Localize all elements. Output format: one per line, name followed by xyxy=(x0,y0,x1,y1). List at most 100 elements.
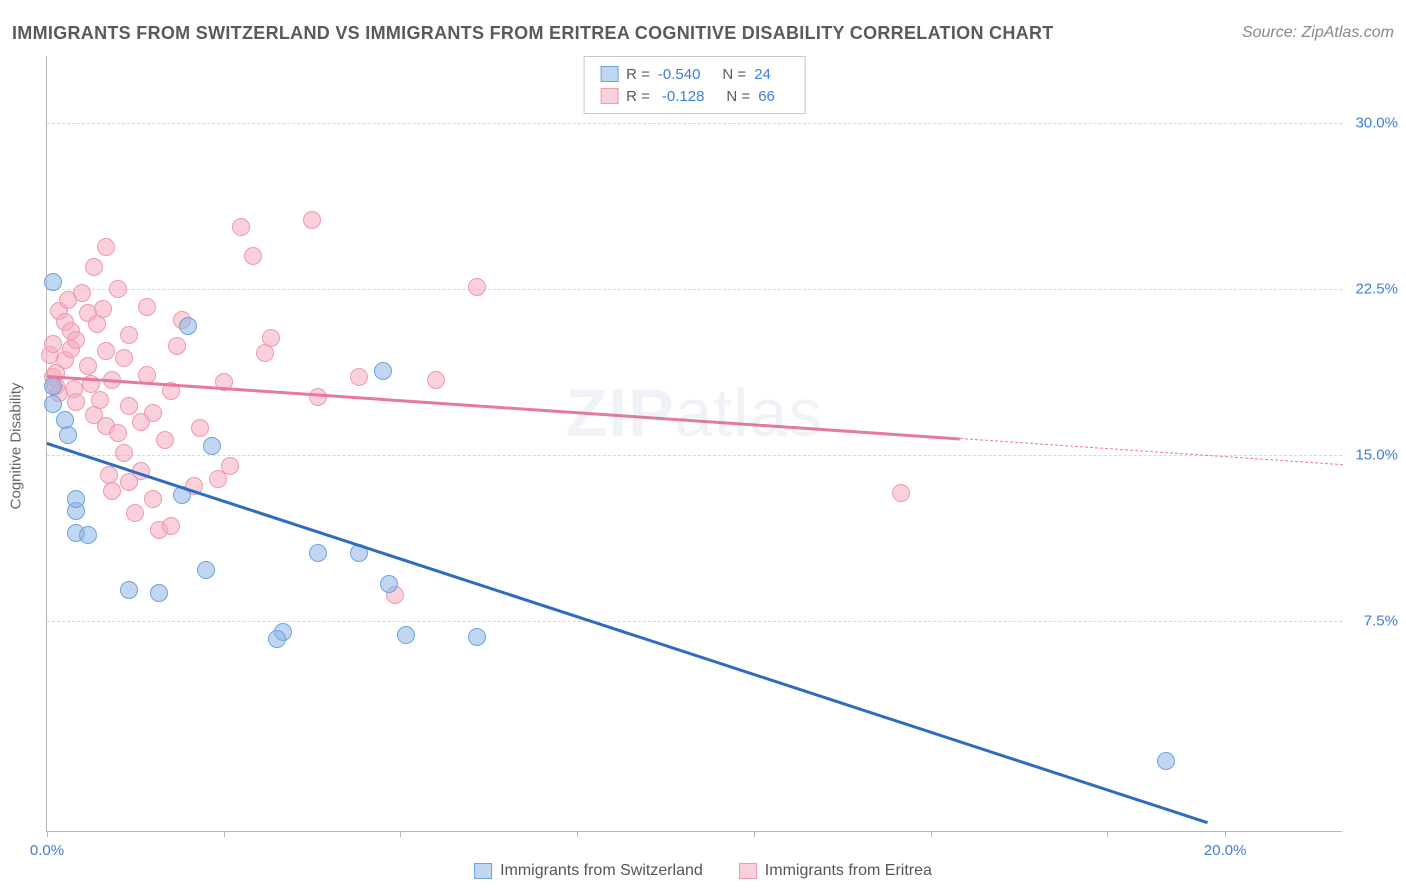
data-point-eritrea xyxy=(79,357,97,375)
data-point-eritrea xyxy=(97,238,115,256)
data-point-eritrea xyxy=(73,284,91,302)
legend-item-eritrea: Immigrants from Eritrea xyxy=(739,862,932,880)
data-point-eritrea xyxy=(232,218,250,236)
data-point-eritrea xyxy=(94,300,112,318)
n-label: N = xyxy=(726,88,750,105)
r-label: R = xyxy=(626,88,650,105)
swatch-pink-icon xyxy=(739,863,757,879)
legend-label-switzerland: Immigrants from Switzerland xyxy=(500,862,703,880)
swatch-pink-icon xyxy=(600,88,618,104)
data-point-switzerland xyxy=(44,273,62,291)
data-point-eritrea xyxy=(244,247,262,265)
data-point-eritrea xyxy=(67,393,85,411)
data-point-eritrea xyxy=(115,349,133,367)
data-point-eritrea xyxy=(44,335,62,353)
x-tick-label: 0.0% xyxy=(30,842,64,859)
data-point-eritrea xyxy=(221,457,239,475)
data-point-eritrea xyxy=(892,484,910,502)
x-tick xyxy=(400,831,401,837)
data-point-eritrea xyxy=(303,211,321,229)
swatch-blue-icon xyxy=(600,66,618,82)
n-label: N = xyxy=(722,66,746,83)
data-point-switzerland xyxy=(1157,752,1175,770)
swatch-blue-icon xyxy=(474,863,492,879)
data-point-eritrea xyxy=(191,419,209,437)
data-point-eritrea xyxy=(427,371,445,389)
x-tick xyxy=(1107,831,1108,837)
data-point-switzerland xyxy=(268,630,286,648)
legend-row-switzerland: R = -0.540 N = 24 xyxy=(600,63,789,85)
x-tick xyxy=(754,831,755,837)
data-point-switzerland xyxy=(79,526,97,544)
gridline-h xyxy=(47,621,1342,622)
trend-line-switzerland xyxy=(47,442,1208,824)
data-point-eritrea xyxy=(138,298,156,316)
data-point-eritrea xyxy=(103,482,121,500)
data-point-eritrea xyxy=(144,490,162,508)
n-value-switzerland: 24 xyxy=(754,66,771,83)
data-point-eritrea xyxy=(115,444,133,462)
data-point-eritrea xyxy=(97,342,115,360)
r-value-eritrea: -0.128 xyxy=(662,88,705,105)
data-point-switzerland xyxy=(309,544,327,562)
trend-line-eritrea xyxy=(47,375,960,440)
data-point-eritrea xyxy=(162,517,180,535)
data-point-switzerland xyxy=(203,437,221,455)
data-point-eritrea xyxy=(88,315,106,333)
r-value-switzerland: -0.540 xyxy=(658,66,701,83)
y-tick-label: 30.0% xyxy=(1348,114,1398,131)
data-point-switzerland xyxy=(468,628,486,646)
data-point-eritrea xyxy=(91,391,109,409)
gridline-h xyxy=(47,455,1342,456)
x-tick xyxy=(1225,831,1226,837)
correlation-legend: R = -0.540 N = 24 R = -0.128 N = 66 xyxy=(583,56,806,114)
r-label: R = xyxy=(626,66,650,83)
y-axis-label: Cognitive Disability xyxy=(8,383,25,510)
chart-title: IMMIGRANTS FROM SWITZERLAND VS IMMIGRANT… xyxy=(12,23,1054,44)
data-point-eritrea xyxy=(262,329,280,347)
data-point-eritrea xyxy=(156,431,174,449)
data-point-eritrea xyxy=(126,504,144,522)
data-point-switzerland xyxy=(67,490,85,508)
data-point-eritrea xyxy=(350,368,368,386)
data-point-eritrea xyxy=(168,337,186,355)
data-point-switzerland xyxy=(44,395,62,413)
gridline-h xyxy=(47,289,1342,290)
data-point-eritrea xyxy=(109,280,127,298)
gridline-h xyxy=(47,123,1342,124)
data-point-switzerland xyxy=(374,362,392,380)
legend-row-eritrea: R = -0.128 N = 66 xyxy=(600,85,789,107)
x-tick xyxy=(224,831,225,837)
watermark-thin: atlas xyxy=(675,375,824,451)
legend-label-eritrea: Immigrants from Eritrea xyxy=(765,862,932,880)
series-legend: Immigrants from Switzerland Immigrants f… xyxy=(474,862,932,880)
data-point-switzerland xyxy=(59,426,77,444)
y-tick-label: 7.5% xyxy=(1348,613,1398,630)
data-point-eritrea xyxy=(120,397,138,415)
x-tick-label: 20.0% xyxy=(1204,842,1247,859)
data-point-eritrea xyxy=(67,331,85,349)
x-tick xyxy=(931,831,932,837)
data-point-switzerland xyxy=(380,575,398,593)
y-tick-label: 15.0% xyxy=(1348,447,1398,464)
chart-header: IMMIGRANTS FROM SWITZERLAND VS IMMIGRANT… xyxy=(12,18,1394,48)
data-point-eritrea xyxy=(109,424,127,442)
n-value-eritrea: 66 xyxy=(758,88,775,105)
data-point-switzerland xyxy=(120,581,138,599)
y-tick-label: 22.5% xyxy=(1348,280,1398,297)
scatter-plot-area: ZIPatlas R = -0.540 N = 24 R = -0.128 N … xyxy=(46,56,1342,832)
data-point-switzerland xyxy=(44,377,62,395)
source-name: ZipAtlas.com xyxy=(1302,24,1394,41)
data-point-switzerland xyxy=(150,584,168,602)
data-point-switzerland xyxy=(179,317,197,335)
data-point-eritrea xyxy=(309,388,327,406)
data-point-switzerland xyxy=(397,626,415,644)
legend-item-switzerland: Immigrants from Switzerland xyxy=(474,862,703,880)
x-tick xyxy=(577,831,578,837)
data-point-switzerland xyxy=(197,561,215,579)
x-tick xyxy=(47,831,48,837)
data-point-eritrea xyxy=(85,258,103,276)
chart-source: Source: ZipAtlas.com xyxy=(1242,24,1394,42)
data-point-eritrea xyxy=(144,404,162,422)
data-point-eritrea xyxy=(120,326,138,344)
